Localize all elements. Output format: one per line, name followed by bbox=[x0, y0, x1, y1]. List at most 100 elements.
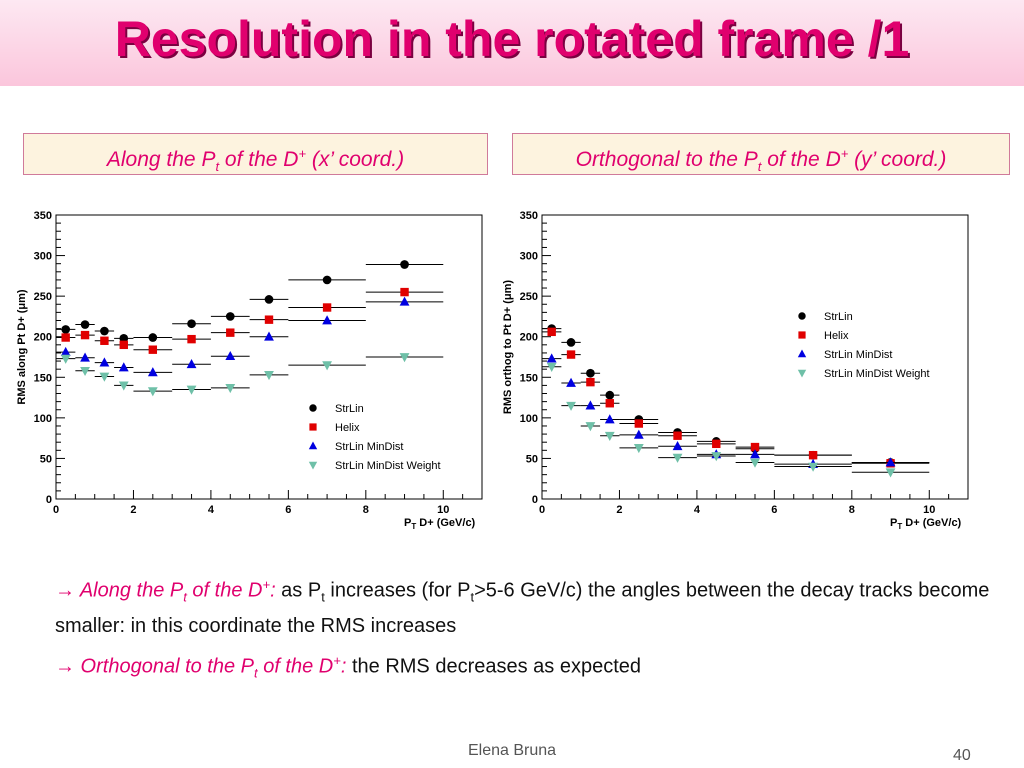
data-point bbox=[80, 320, 90, 329]
note-text: as P bbox=[275, 579, 322, 602]
caption-text: (x’ coord.) bbox=[306, 148, 405, 171]
y-tick-label: 0 bbox=[46, 494, 52, 506]
data-point bbox=[885, 468, 896, 478]
series-strlin bbox=[56, 260, 444, 343]
x-axis-label: PT D+ (GeV/c) bbox=[890, 517, 962, 531]
data-point bbox=[566, 350, 576, 359]
x-axis-label-part: P bbox=[404, 517, 411, 529]
legend-label: StrLin MinDist Weight bbox=[335, 460, 441, 472]
footer-author: Elena Bruna bbox=[467, 742, 557, 759]
note-highlight: Along the P bbox=[75, 579, 184, 602]
data-point bbox=[586, 377, 595, 387]
data-point bbox=[673, 431, 682, 440]
data-point bbox=[585, 422, 596, 432]
chart-background bbox=[8, 198, 488, 538]
page-number: 40 bbox=[953, 747, 971, 764]
data-point bbox=[672, 441, 683, 451]
caption-sub: t bbox=[215, 159, 220, 175]
x-tick-label: 0 bbox=[53, 504, 59, 516]
x-tick-label: 10 bbox=[923, 504, 935, 516]
note-sub: t bbox=[254, 665, 258, 681]
series-helix bbox=[56, 287, 444, 354]
data-point bbox=[750, 449, 760, 459]
legend-marker bbox=[308, 461, 318, 470]
chart-rms-along-pt: 0 50 100 150 200 250 300 350 0 2 4 6 8 10 RMS along Pt… bbox=[8, 198, 488, 538]
data-point bbox=[148, 333, 158, 342]
data-point bbox=[604, 414, 615, 424]
x-tick-label: 4 bbox=[694, 504, 701, 516]
data-point bbox=[99, 357, 110, 367]
data-point bbox=[546, 353, 557, 363]
x-tick-label: 4 bbox=[208, 504, 215, 516]
data-point bbox=[547, 327, 556, 337]
caption-orthogonal-pt: Orthogonal to the Pt of the D+ (y’ coord… bbox=[512, 133, 1010, 175]
legend-marker bbox=[798, 331, 806, 339]
data-point bbox=[750, 458, 760, 468]
caption-text: Orthogonal to the P bbox=[575, 148, 758, 171]
data-point bbox=[264, 315, 274, 324]
data-point bbox=[400, 287, 409, 297]
data-point bbox=[80, 366, 90, 377]
series-strlin-mindist-weight bbox=[542, 362, 930, 478]
data-point bbox=[322, 303, 332, 312]
data-point bbox=[322, 315, 332, 325]
x-tick-label: 6 bbox=[285, 504, 291, 516]
y-tick-label: 300 bbox=[520, 251, 538, 263]
caption-along-pt: Along the Pt of the D+ (x’ coord.) bbox=[23, 133, 488, 175]
data-point bbox=[322, 361, 332, 371]
data-point bbox=[100, 326, 109, 336]
data-point bbox=[605, 390, 615, 400]
note-orthogonal-pt: → Orthogonal to the Pt of the D+: the RM… bbox=[55, 646, 995, 688]
data-point bbox=[399, 353, 410, 363]
data-point bbox=[147, 367, 158, 377]
data-point bbox=[712, 439, 721, 449]
data-point bbox=[60, 346, 71, 356]
caption-text: of the D bbox=[219, 148, 299, 171]
slide-title: Resolution in the rotated frame /1 bbox=[114, 11, 910, 67]
data-point bbox=[99, 372, 110, 382]
data-point bbox=[119, 333, 129, 343]
x-tick-label: 2 bbox=[616, 504, 622, 516]
data-point bbox=[187, 334, 196, 344]
data-point bbox=[566, 338, 576, 347]
legend-label: StrLin MinDist bbox=[335, 441, 403, 453]
y-tick-label: 100 bbox=[34, 413, 52, 425]
note-highlight: of the D bbox=[257, 655, 334, 678]
data-point bbox=[100, 336, 109, 345]
y-tick-label: 0 bbox=[532, 494, 538, 506]
data-point bbox=[566, 377, 576, 387]
data-point bbox=[61, 333, 70, 342]
data-point bbox=[118, 381, 129, 391]
data-point bbox=[586, 368, 595, 378]
x-axis-label-part: D+ (GeV/c) bbox=[416, 517, 475, 529]
data-point bbox=[264, 295, 274, 304]
y-tick-label: 250 bbox=[520, 291, 538, 303]
caption-text: (y’ coord.) bbox=[848, 148, 947, 171]
legend-label: StrLin MinDist Weight bbox=[824, 368, 930, 380]
legend-marker bbox=[309, 404, 317, 412]
data-point bbox=[546, 362, 557, 372]
data-point bbox=[585, 400, 596, 410]
note-sub: t bbox=[183, 589, 187, 605]
data-point bbox=[400, 260, 409, 269]
data-point bbox=[119, 340, 128, 350]
caption-text: of the D bbox=[761, 148, 841, 171]
data-point bbox=[566, 401, 576, 411]
y-tick-label: 350 bbox=[520, 210, 538, 222]
data-point bbox=[322, 275, 332, 285]
data-point bbox=[634, 419, 644, 428]
data-point bbox=[186, 385, 197, 395]
data-point bbox=[264, 331, 274, 341]
y-tick-label: 150 bbox=[520, 372, 538, 384]
legend-label: StrLin bbox=[824, 311, 853, 323]
caption-sup: + bbox=[840, 146, 849, 161]
legend-marker bbox=[308, 441, 318, 450]
note-colon: : bbox=[340, 655, 347, 678]
x-tick-label: 10 bbox=[437, 504, 449, 516]
data-point bbox=[264, 371, 274, 381]
x-tick-label: 8 bbox=[363, 504, 369, 516]
x-axis-label-part: P bbox=[890, 517, 897, 529]
y-tick-label: 150 bbox=[34, 372, 52, 384]
data-point bbox=[186, 359, 197, 369]
data-point bbox=[80, 330, 90, 340]
